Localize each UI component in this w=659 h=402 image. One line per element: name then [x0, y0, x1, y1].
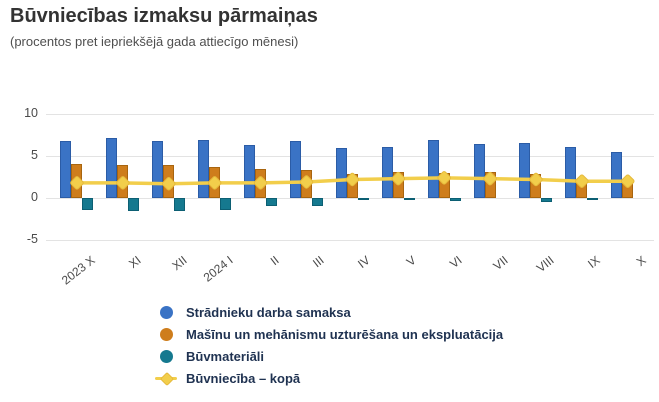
gridline-y5 [46, 155, 654, 157]
legend-label: Strādnieku darba samaksa [186, 304, 351, 320]
legend-item-1[interactable]: Strādnieku darba samaksa [155, 303, 503, 321]
legend-diamond-marker [159, 371, 175, 387]
bar-series1-VI[interactable] [427, 140, 439, 198]
bar-series2-2024-I[interactable] [209, 166, 221, 198]
bar-series2-XII[interactable] [163, 165, 175, 198]
legend-item-4[interactable]: Būvniecība – kopā [155, 369, 503, 387]
legend-label: Būvniecība – kopā [186, 370, 301, 386]
bar-series2-V[interactable] [392, 171, 404, 198]
bar-series3-IX[interactable] [587, 198, 599, 200]
bar-series1-XI[interactable] [106, 138, 118, 198]
bar-series2-IV[interactable] [346, 173, 358, 198]
bar-series3-II[interactable] [266, 198, 278, 206]
legend-label: Būvmateriāli [186, 348, 265, 364]
bar-series2-VI[interactable] [438, 172, 450, 198]
bar-series2-X[interactable] [622, 181, 634, 198]
legend-circle-icon [155, 326, 177, 342]
legend-item-3[interactable]: Būvmateriāli [155, 347, 503, 365]
bar-series1-V[interactable] [381, 146, 393, 198]
bar-series3-III[interactable] [311, 198, 323, 207]
bar-series3-IV[interactable] [357, 198, 369, 200]
bar-series1-XII[interactable] [152, 140, 164, 198]
bar-series3-2023-X[interactable] [82, 198, 94, 210]
bar-series2-XI[interactable] [117, 165, 129, 198]
gridline-y0 [46, 197, 654, 199]
legend-color-dot [159, 327, 173, 341]
gridline-y10 [46, 113, 654, 115]
gridline-y-5 [46, 239, 654, 241]
bar-series3-XI[interactable] [128, 198, 140, 212]
legend-line-diamond-icon [155, 370, 177, 387]
bar-series3-V[interactable] [403, 198, 415, 200]
bar-series2-VII[interactable] [484, 171, 496, 198]
legend-color-dot [159, 305, 173, 319]
bar-series1-VIII[interactable] [519, 142, 531, 198]
legend-circle-icon [155, 348, 177, 364]
y-axis-tick-label: 10 [24, 106, 38, 120]
bar-series1-III[interactable] [289, 140, 301, 198]
chart-subtitle: (procentos pret iepriekšējā gada attiecī… [10, 34, 299, 49]
bar-series1-2023-X[interactable] [60, 140, 72, 198]
legend-item-2[interactable]: Mašīnu un mehānismu uzturēšana un eksplu… [155, 325, 503, 343]
y-axis-tick-label: 5 [31, 148, 38, 162]
bar-series2-2023-X[interactable] [71, 163, 83, 198]
bar-series2-III[interactable] [300, 170, 312, 198]
bar-series3-VIII[interactable] [541, 198, 553, 203]
bar-series3-2024-I[interactable] [220, 198, 232, 210]
y-axis-tick-label: -5 [26, 232, 38, 246]
bar-series2-VIII[interactable] [530, 174, 542, 198]
bar-series1-IX[interactable] [565, 146, 577, 198]
chart-legend: Strādnieku darba samaksa Mašīnu un mehāni… [155, 303, 503, 391]
legend-color-dot [159, 349, 173, 363]
bar-series1-X[interactable] [611, 151, 623, 198]
bar-series3-VI[interactable] [449, 198, 461, 201]
bar-series1-VII[interactable] [473, 144, 485, 198]
legend-circle-icon [155, 304, 177, 320]
y-axis-tick-label: 0 [31, 190, 38, 204]
chart-title: Būvniecības izmaksu pārmaiņas [10, 5, 318, 27]
legend-label: Mašīnu un mehānismu uzturēšana un eksplu… [186, 326, 504, 342]
bar-series1-II[interactable] [244, 145, 256, 198]
bar-series1-2024-I[interactable] [198, 140, 210, 198]
bar-series2-II[interactable] [255, 168, 267, 198]
bar-series1-IV[interactable] [335, 147, 347, 198]
bar-series3-XII[interactable] [174, 198, 186, 211]
bar-series2-IX[interactable] [576, 179, 588, 198]
